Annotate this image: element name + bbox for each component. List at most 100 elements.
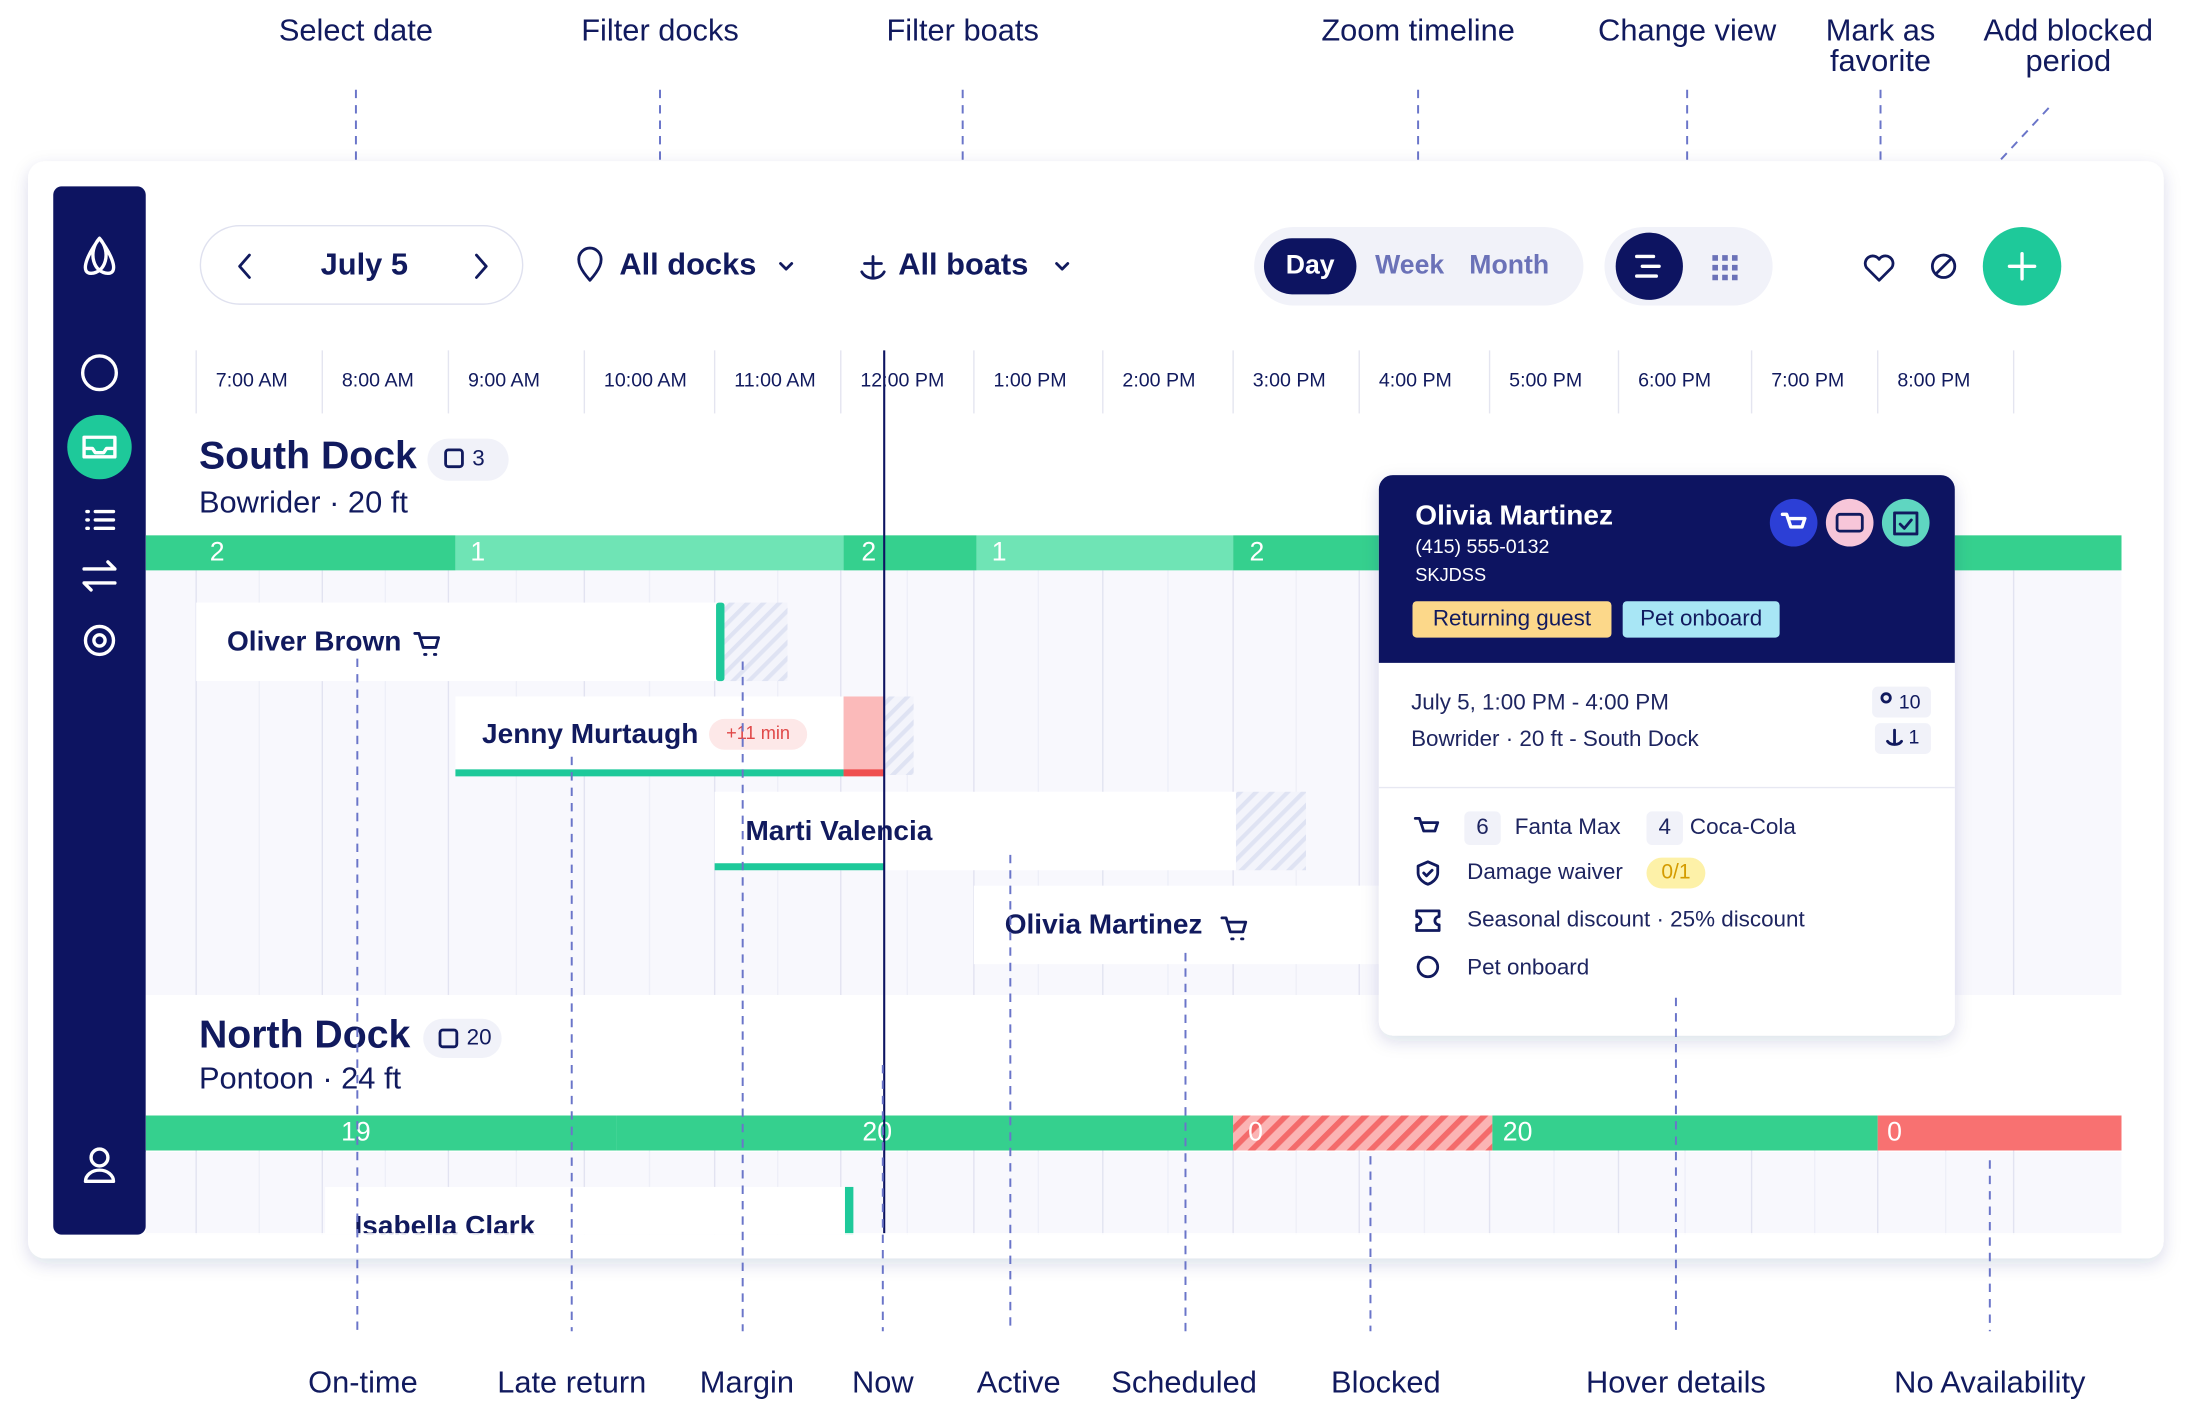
annotation: Now: [852, 1365, 914, 1400]
shield-icon: [1416, 860, 1440, 886]
anchor-icon: [860, 255, 886, 280]
hour-label: 11:00 AM: [734, 369, 815, 391]
hour-label: 9:00 AM: [468, 369, 540, 391]
annotation: Active: [977, 1365, 1061, 1400]
day-active[interactable]: [1263, 238, 1357, 295]
hour-label: 8:00 PM: [1897, 369, 1970, 391]
boat-icon: [438, 1028, 459, 1049]
hour-label: 12:00 PM: [860, 369, 944, 391]
tag: [1622, 601, 1780, 638]
cart-icon: [413, 632, 441, 656]
view-month[interactable]: Month: [1469, 249, 1549, 279]
tag: [1412, 601, 1612, 638]
profile-icon[interactable]: [83, 1147, 116, 1184]
annotation: Change view: [1598, 12, 1777, 47]
docks-filter[interactable]: All docks: [619, 246, 756, 281]
sidebar: [53, 186, 146, 1235]
availability-count: 19: [341, 1117, 371, 1147]
guest-name: Olivia Martinez: [1415, 500, 1613, 531]
payment-status[interactable]: [1825, 498, 1874, 547]
availability-count: 20: [1503, 1117, 1533, 1147]
boats: 1: [1909, 727, 1920, 749]
boats-caret[interactable]: [1055, 262, 1070, 271]
on-time-marker: [716, 602, 725, 682]
booking-time: July 5, 1:00 PM - 4:00 PM: [1411, 689, 1669, 714]
dock-count: 3: [472, 446, 484, 471]
timeline-icon[interactable]: [1635, 254, 1661, 278]
block-slash[interactable]: [1935, 257, 1952, 275]
transfer-icon[interactable]: [82, 560, 117, 592]
inbox-active[interactable]: [67, 414, 132, 480]
grid-view[interactable]: [1712, 255, 1738, 281]
list-icon[interactable]: [85, 509, 116, 531]
annotation: Filter boats: [886, 12, 1038, 47]
item-name: Coca-Cola: [1690, 814, 1796, 839]
waiver: Damage waiver: [1467, 859, 1623, 884]
late-badge: [709, 718, 808, 750]
booking[interactable]: [325, 1186, 847, 1257]
margin: [724, 602, 788, 682]
discount: Seasonal discount · 25% discount: [1467, 907, 1805, 932]
view-week[interactable]: Week: [1375, 249, 1444, 279]
availability-segment: [1877, 1115, 2122, 1151]
hour-label: 2:00 PM: [1122, 369, 1195, 391]
item-qty: 4: [1658, 814, 1670, 839]
booking-name[interactable]: Oliver Brown: [227, 626, 401, 657]
guests: 10: [1899, 692, 1921, 714]
view-day[interactable]: Day: [1286, 249, 1335, 279]
hour-label: 3:00 PM: [1253, 369, 1326, 391]
booking[interactable]: [196, 602, 718, 682]
booking[interactable]: [973, 885, 1381, 965]
hour-label: 10:00 AM: [604, 369, 687, 391]
inbox-icon[interactable]: [82, 435, 117, 459]
booking-name[interactable]: Olivia Martinez: [1005, 909, 1203, 940]
favorite[interactable]: [1863, 254, 1895, 282]
edge: [145, 1233, 2122, 1235]
tag-text: Pet onboard: [1640, 605, 1762, 630]
date-label[interactable]: July 5: [321, 246, 408, 281]
next-date[interactable]: [475, 253, 488, 279]
check-glyph: [1893, 511, 1919, 536]
prev-date[interactable]: [238, 253, 251, 279]
checkin-status[interactable]: [1881, 498, 1930, 547]
dashboard-icon[interactable]: [80, 354, 118, 392]
booking-name[interactable]: Isabella Clark: [355, 1210, 536, 1241]
hour-label: 7:00 AM: [216, 369, 288, 391]
booking-name[interactable]: Marti Valencia: [745, 815, 932, 846]
settings-icon-core[interactable]: [92, 633, 107, 648]
annotation: Select date: [279, 12, 433, 47]
annotation: favorite: [1830, 43, 1931, 78]
annotation: Add blocked: [1983, 12, 2153, 47]
block-period[interactable]: [1930, 253, 1957, 279]
add-plus[interactable]: [2007, 252, 2037, 281]
item-qty: 6: [1476, 814, 1488, 839]
qty-badge: [1646, 811, 1683, 846]
booking-name[interactable]: Jenny Murtaugh: [482, 718, 698, 749]
progress: [714, 863, 885, 871]
date-picker: [199, 224, 524, 305]
boat-icon: [444, 448, 464, 469]
annotation: Margin: [700, 1365, 794, 1400]
boats-filter[interactable]: All boats: [898, 246, 1028, 281]
availability-segment: [455, 535, 844, 571]
dock-name: North Dock: [199, 1012, 411, 1056]
settings-icon[interactable]: [83, 624, 116, 657]
sidebar-icons[interactable]: [67, 236, 132, 1184]
availability-count: 1: [992, 537, 1007, 567]
cart-status[interactable]: [1769, 498, 1818, 547]
timeline: 2 1 2 1 2 19 20 0 20 0 South Dock 3 Bowrider · 20…: [145, 350, 2122, 1257]
annotation: Filter docks: [581, 12, 739, 47]
availability-count: 2: [861, 537, 876, 567]
annotation: Late return: [497, 1365, 646, 1400]
timeline-header: 7:00 AM 8:00 AM 9:00 AM 10:00 AM 11:00 AM 12:…: [195, 350, 2015, 414]
cart-glyph: [1780, 512, 1807, 529]
logo[interactable]: [83, 236, 116, 275]
margin: [1235, 791, 1306, 871]
booking[interactable]: [714, 791, 1236, 871]
docks-caret[interactable]: [779, 262, 794, 271]
availability-segment: [1492, 1115, 1878, 1151]
annotation: On-time: [308, 1365, 418, 1400]
hour-label: 7:00 PM: [1771, 369, 1844, 391]
cart-icon: [1413, 816, 1440, 833]
